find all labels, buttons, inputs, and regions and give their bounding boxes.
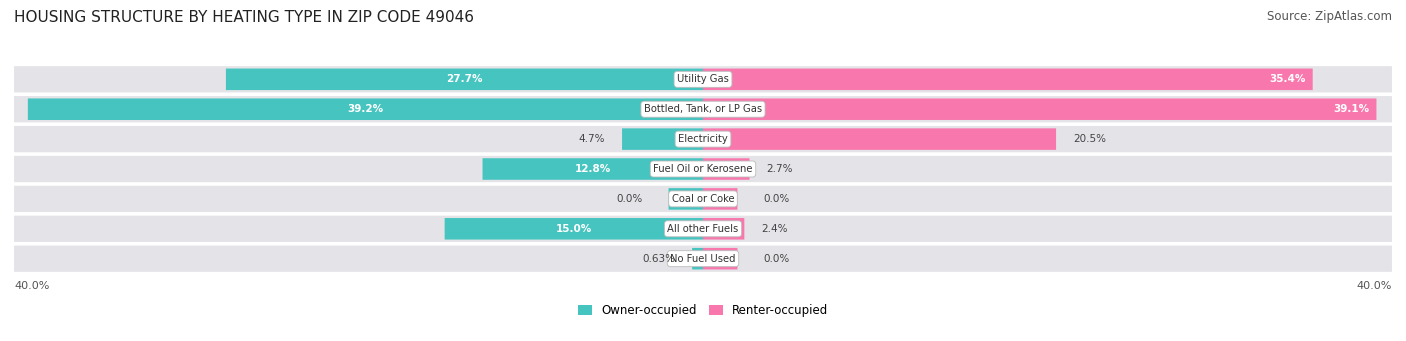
Text: 15.0%: 15.0% — [555, 224, 592, 234]
FancyBboxPatch shape — [14, 246, 1392, 272]
FancyBboxPatch shape — [14, 66, 1392, 92]
Text: 0.63%: 0.63% — [643, 254, 675, 264]
Text: 39.1%: 39.1% — [1333, 104, 1369, 114]
Text: 0.0%: 0.0% — [616, 194, 643, 204]
FancyBboxPatch shape — [703, 188, 738, 210]
FancyBboxPatch shape — [14, 156, 1392, 182]
Text: Utility Gas: Utility Gas — [678, 74, 728, 84]
Text: 40.0%: 40.0% — [14, 281, 49, 291]
FancyBboxPatch shape — [14, 126, 1392, 152]
FancyBboxPatch shape — [703, 128, 1056, 150]
FancyBboxPatch shape — [28, 99, 703, 120]
FancyBboxPatch shape — [14, 96, 1392, 122]
Text: 27.7%: 27.7% — [446, 74, 482, 84]
Text: All other Fuels: All other Fuels — [668, 224, 738, 234]
FancyBboxPatch shape — [703, 69, 1313, 90]
Text: Bottled, Tank, or LP Gas: Bottled, Tank, or LP Gas — [644, 104, 762, 114]
Text: Fuel Oil or Kerosene: Fuel Oil or Kerosene — [654, 164, 752, 174]
Text: 20.5%: 20.5% — [1073, 134, 1107, 144]
FancyBboxPatch shape — [692, 248, 703, 269]
Legend: Owner-occupied, Renter-occupied: Owner-occupied, Renter-occupied — [572, 299, 834, 322]
Text: 0.0%: 0.0% — [763, 194, 790, 204]
FancyBboxPatch shape — [482, 158, 703, 180]
FancyBboxPatch shape — [621, 128, 703, 150]
Text: 2.7%: 2.7% — [766, 164, 793, 174]
FancyBboxPatch shape — [703, 99, 1376, 120]
Text: 0.0%: 0.0% — [763, 254, 790, 264]
FancyBboxPatch shape — [703, 218, 744, 240]
Text: 40.0%: 40.0% — [1357, 281, 1392, 291]
Text: Coal or Coke: Coal or Coke — [672, 194, 734, 204]
FancyBboxPatch shape — [226, 69, 703, 90]
FancyBboxPatch shape — [703, 248, 738, 269]
Text: 2.4%: 2.4% — [762, 224, 787, 234]
FancyBboxPatch shape — [444, 218, 703, 240]
Text: 35.4%: 35.4% — [1270, 74, 1306, 84]
Text: 12.8%: 12.8% — [575, 164, 610, 174]
Text: 39.2%: 39.2% — [347, 104, 384, 114]
Text: Electricity: Electricity — [678, 134, 728, 144]
Text: 4.7%: 4.7% — [578, 134, 605, 144]
Text: Source: ZipAtlas.com: Source: ZipAtlas.com — [1267, 10, 1392, 23]
FancyBboxPatch shape — [703, 158, 749, 180]
FancyBboxPatch shape — [14, 186, 1392, 212]
FancyBboxPatch shape — [669, 188, 703, 210]
Text: No Fuel Used: No Fuel Used — [671, 254, 735, 264]
FancyBboxPatch shape — [14, 216, 1392, 242]
Text: HOUSING STRUCTURE BY HEATING TYPE IN ZIP CODE 49046: HOUSING STRUCTURE BY HEATING TYPE IN ZIP… — [14, 10, 474, 25]
